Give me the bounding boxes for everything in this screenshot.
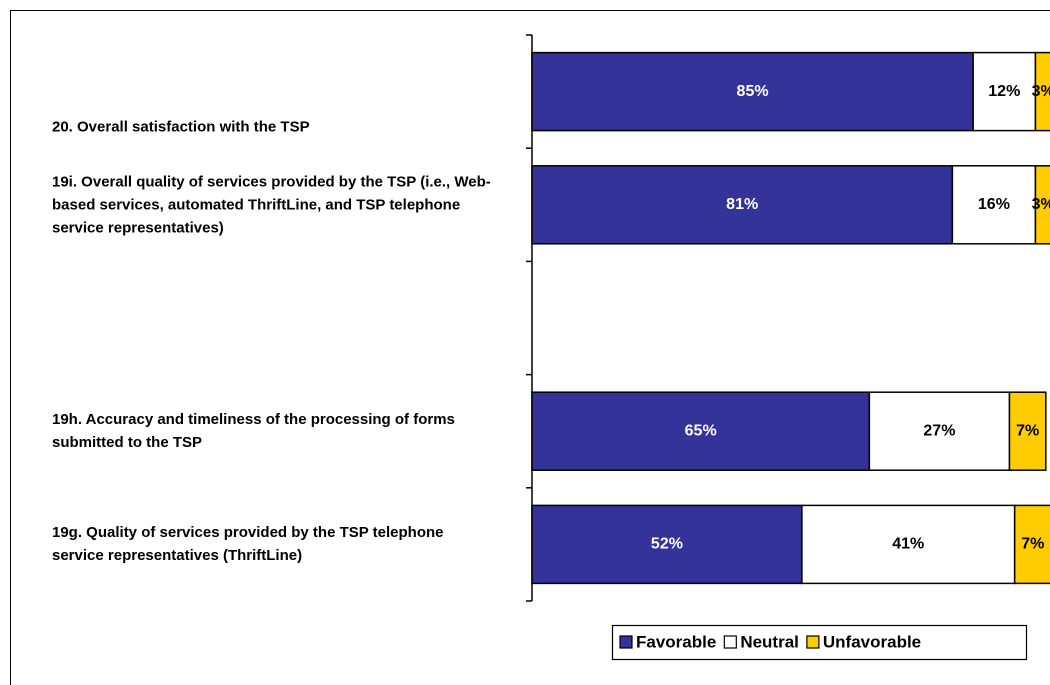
legend-label: Favorable [636, 632, 716, 651]
bar-segment [1008, 391, 1047, 471]
bar-segment [1034, 51, 1050, 132]
bar-segment [951, 165, 1037, 245]
value-label: 16% [978, 196, 1010, 213]
value-label: 3% [1032, 196, 1050, 213]
legend-label: Neutral [740, 632, 799, 651]
value-label: 12% [988, 83, 1020, 100]
legend-swatch [723, 635, 737, 649]
category-label: 19h. Accuracy and timeliness of the proc… [52, 411, 455, 452]
bar-segment [868, 391, 1011, 471]
frame [10, 10, 1050, 685]
value-label: 52% [651, 536, 683, 553]
category-label: 20. Overall satisfaction with the TSP [52, 118, 310, 136]
legend-box [611, 624, 1028, 661]
legend-swatch [806, 635, 820, 649]
bar-segment [972, 51, 1037, 132]
value-label: 65% [685, 422, 717, 439]
bar-segment [1013, 504, 1050, 585]
bar-segment [801, 504, 1016, 585]
category-label: 19g. Quality of services provided by the… [52, 524, 444, 565]
bar-segment [1034, 165, 1050, 245]
bar-segment [531, 165, 954, 245]
value-label: 81% [726, 196, 758, 213]
value-label: 27% [923, 422, 955, 439]
legend-swatch [619, 635, 633, 649]
category-label: 19i. Overall quality of services provide… [52, 173, 491, 237]
value-label: 85% [737, 83, 769, 100]
value-label: 41% [892, 536, 924, 553]
value-label: 3% [1032, 83, 1050, 100]
value-label: 7% [1021, 536, 1044, 553]
legend-label: Unfavorable [823, 632, 921, 651]
value-label: 7% [1016, 422, 1039, 439]
bar-segment [531, 391, 871, 471]
